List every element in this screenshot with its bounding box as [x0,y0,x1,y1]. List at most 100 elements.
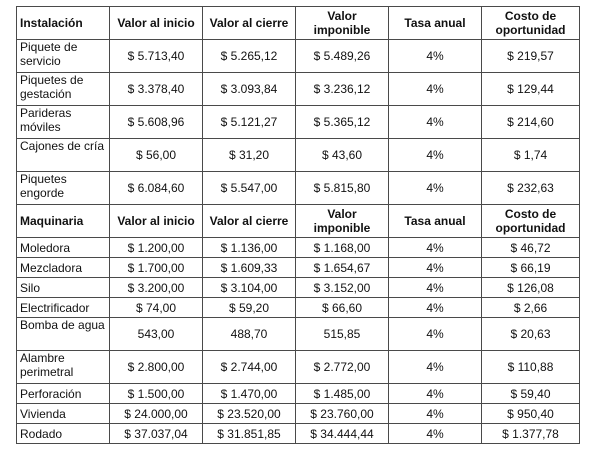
value-cell: $ 1.470,00 [202,383,296,404]
value-cell: 488,70 [202,317,296,351]
value-cell: $ 1.168,00 [295,237,389,258]
value-cell: 543,00 [109,317,203,351]
value-cell: $ 5.365,12 [295,105,389,139]
table-row: Cajones de cría $ 56,00 $ 31,20 $ 43,60 4% $ … [16,138,580,172]
table-row: Bomba de agua 543,00 488,70 515,85 4% $ 20,63 [16,317,580,351]
value-cell: $ 3.104,00 [202,277,296,298]
value-cell: $ 66,19 [481,257,580,278]
value-cell: $ 1.485,00 [295,383,389,404]
value-cell: 4% [388,317,482,351]
value-cell: 4% [388,39,482,73]
value-cell: 4% [388,105,482,139]
value-cell: 4% [388,257,482,278]
table-row: Perforación $ 1.500,00 $ 1.470,00 $ 1.485,0… [16,383,580,404]
value-cell: $ 23.760,00 [295,403,389,424]
value-cell: 4% [388,297,482,318]
column-header: Valor imponible [295,6,389,40]
table-row: Piquetes de gestación $ 3.378,40 $ 3.093,8… [16,72,580,106]
table-row: Parideras móviles $ 5.608,96 $ 5.121,27 $ 5… [16,105,580,139]
value-cell: $ 34.444,44 [295,423,389,444]
value-cell: $ 2,66 [481,297,580,318]
value-cell: $ 1.136,00 [202,237,296,258]
row-label: Parideras móviles [16,105,110,139]
value-cell: $ 129,44 [481,72,580,106]
column-header: Valor al cierre [202,204,296,238]
value-cell: $ 2.772,00 [295,350,389,384]
value-cell: 4% [388,237,482,258]
column-header: Tasa anual [388,6,482,40]
value-cell: $ 5.489,26 [295,39,389,73]
value-cell: $ 59,20 [202,297,296,318]
row-label: Piquetes engorde [16,171,110,205]
row-label: Perforación [16,383,110,404]
value-cell: $ 31.851,85 [202,423,296,444]
value-cell: $ 31,20 [202,138,296,172]
value-cell: $ 219,57 [481,39,580,73]
value-cell: 4% [388,403,482,424]
value-cell: $ 3.236,12 [295,72,389,106]
section-header-row: Instalación Valor al inicio Valor al cierr… [16,6,580,40]
value-cell: $ 43,60 [295,138,389,172]
row-label: Vivienda [16,403,110,424]
value-cell: $ 59,40 [481,383,580,404]
value-cell: $ 23.520,00 [202,403,296,424]
section-header-row: Maquinaria Valor al inicio Valor al cierre… [16,204,580,238]
value-cell: 4% [388,423,482,444]
table-row: Alambre perimetral $ 2.800,00 $ 2.744,00 $ … [16,350,580,384]
value-cell: $ 37.037,04 [109,423,203,444]
row-label: Bomba de agua [16,317,110,351]
value-cell: $ 46,72 [481,237,580,258]
value-cell: $ 24.000,00 [109,403,203,424]
value-cell: 4% [388,171,482,205]
column-header: Instalación [16,6,110,40]
value-cell: $ 3.200,00 [109,277,203,298]
row-label: Piquete de servicio [16,39,110,73]
value-cell: $ 950,40 [481,403,580,424]
value-cell: $ 5.815,80 [295,171,389,205]
value-cell: $ 1.609,33 [202,257,296,278]
value-cell: $ 214,60 [481,105,580,139]
value-cell: $ 3.152,00 [295,277,389,298]
value-cell: $ 6.084,60 [109,171,203,205]
value-cell: $ 110,88 [481,350,580,384]
value-cell: 4% [388,138,482,172]
value-cell: $ 1.377,78 [481,423,580,444]
row-label: Moledora [16,237,110,258]
value-cell: $ 5.121,27 [202,105,296,139]
value-cell: 4% [388,350,482,384]
value-cell: $ 1.700,00 [109,257,203,278]
value-cell: $ 5.265,12 [202,39,296,73]
value-cell: $ 56,00 [109,138,203,172]
value-cell: $ 1.654,67 [295,257,389,278]
table-row: Silo $ 3.200,00 $ 3.104,00 $ 3.152,00 4% $ 12… [16,277,580,298]
value-cell: $ 5.547,00 [202,171,296,205]
table-row: Piquetes engorde $ 6.084,60 $ 5.547,00 $ 5.… [16,171,580,205]
value-cell: $ 2.800,00 [109,350,203,384]
table-body: Instalación Valor al inicio Valor al cierr… [16,6,580,444]
row-label: Mezcladora [16,257,110,278]
column-header: Maquinaria [16,204,110,238]
row-label: Rodado [16,423,110,444]
table-row: Moledora $ 1.200,00 $ 1.136,00 $ 1.168,00 4%… [16,237,580,258]
value-cell: $ 2.744,00 [202,350,296,384]
value-cell: $ 3.378,40 [109,72,203,106]
row-label: Electrificador [16,297,110,318]
cost-table: Instalación Valor al inicio Valor al cierr… [16,6,580,444]
value-cell: $ 126,08 [481,277,580,298]
value-cell: $ 5.713,40 [109,39,203,73]
table-row: Piquete de servicio $ 5.713,40 $ 5.265,12 $… [16,39,580,73]
table-row: Vivienda $ 24.000,00 $ 23.520,00 $ 23.760,0… [16,403,580,424]
value-cell: $ 1.500,00 [109,383,203,404]
value-cell: 4% [388,383,482,404]
column-header: Valor al cierre [202,6,296,40]
value-cell: $ 232,63 [481,171,580,205]
row-label: Alambre perimetral [16,350,110,384]
column-header: Tasa anual [388,204,482,238]
value-cell: $ 66,60 [295,297,389,318]
row-label: Cajones de cría [16,138,110,172]
value-cell: $ 1,74 [481,138,580,172]
value-cell: 4% [388,72,482,106]
table-row: Mezcladora $ 1.700,00 $ 1.609,33 $ 1.654,67… [16,257,580,278]
table-row: Rodado $ 37.037,04 $ 31.851,85 $ 34.444,44 4… [16,423,580,444]
column-header: Valor imponible [295,204,389,238]
